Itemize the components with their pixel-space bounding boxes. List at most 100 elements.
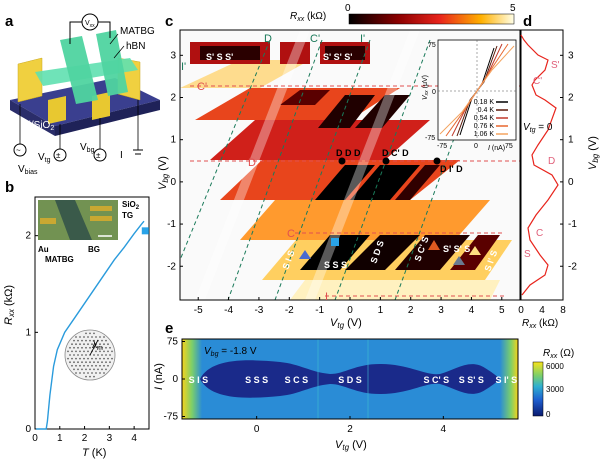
c-row-label-c: C (287, 228, 295, 240)
moire-dot (109, 346, 111, 349)
svg-text:Vtg = 0: Vtg = 0 (523, 122, 553, 134)
c-diag-label-d: D (264, 33, 272, 45)
e-cbar-unit: (Ω) (557, 348, 574, 359)
moire-dot (97, 354, 99, 356)
gold-lead (48, 96, 66, 124)
inset-ylabel-sub: xx (424, 90, 430, 97)
c-state-label: S' S' S' (323, 52, 352, 62)
moire-dot (77, 339, 79, 342)
moire-dot (71, 357, 73, 360)
e-xtick: 0 (254, 424, 260, 435)
svg-text:λm: λm (92, 340, 103, 352)
d-axes (520, 29, 564, 301)
moire-dot (95, 364, 97, 367)
b-ytick: 1 (25, 327, 31, 338)
moire-dot (103, 343, 105, 346)
panel-b-yticks: 0 1 2 (25, 231, 38, 435)
c-ytick: 0 (170, 177, 176, 188)
vxx-sub: xx (90, 23, 96, 29)
moire-dot (75, 357, 77, 360)
c-xtick: 3 (438, 305, 444, 316)
panel-letter-b: b (5, 179, 14, 196)
moire-dot (81, 354, 83, 356)
svg-text:Vbg (V): Vbg (V) (587, 136, 600, 170)
moire-dots (67, 332, 113, 378)
moire-dot (85, 368, 87, 371)
moire-dot (91, 336, 93, 338)
c-cbar-label: R (290, 11, 297, 22)
e-state-labels: S I S S S S S C S S D S S C' S S S' S S I' S (189, 375, 518, 385)
svg-text:Rxx (kΩ): Rxx (kΩ) (3, 285, 16, 325)
moire-dot (75, 336, 77, 338)
svg-text:Vxx: Vxx (85, 20, 95, 29)
e-state-label: S I S (189, 375, 209, 385)
c-ylabel: V (157, 181, 169, 190)
e-cbar-tick: 0 (546, 410, 551, 419)
matbg-inset-label: MATBG (45, 255, 74, 264)
c-ytick: -1 (167, 219, 176, 230)
sio2-sub: 2 (136, 205, 140, 211)
moire-dot (89, 375, 91, 378)
svg-text:Rxx (kΩ): Rxx (kΩ) (522, 318, 558, 330)
c-ytick: 3 (170, 50, 176, 61)
d-marker-s: S (524, 249, 531, 260)
moire-dot (83, 364, 85, 367)
e-cbar-tick: 3000 (546, 385, 564, 394)
moire-dot (85, 375, 87, 378)
moire-dot (85, 346, 87, 349)
c-row-label-d: D (248, 157, 256, 169)
c-ytick: 2 (170, 93, 176, 104)
svg-text:Vxx (μV): Vxx (μV) (422, 75, 430, 100)
b-xtick: 2 (82, 433, 88, 444)
d-ylabel-unit: (V) (587, 136, 599, 154)
moire-dot (109, 361, 111, 364)
panel-e: e Vbg = -1.8 V S I S S S S S C S S D S S C' … (153, 320, 574, 452)
d-annotation-sub: tg (530, 127, 536, 134)
moire-dot (97, 361, 99, 364)
svg-text:Vtg (V): Vtg (V) (335, 439, 367, 452)
moire-dot (91, 372, 93, 374)
moire-dot (67, 350, 69, 353)
inset-legend: 0.18 K0.4 K0.54 K0.76 K1.06 K (474, 99, 508, 138)
c-xtick: 0 (347, 305, 353, 316)
moire-dot (93, 368, 95, 371)
e-xticks: 0 2 4 (254, 416, 447, 435)
moire-dot (107, 357, 109, 360)
d-xticks: 0 4 8 (518, 305, 566, 316)
moire-dot (91, 364, 93, 367)
d-annotation: V (523, 122, 531, 133)
c-marker-dot (338, 157, 346, 165)
e-xlabel-sub: tg (342, 443, 349, 452)
panel-letter-d: d (523, 13, 532, 30)
e-ylabel-unit: (nA) (153, 363, 165, 387)
d-xlabel-sub: xx (528, 323, 537, 330)
moire-dot (83, 357, 85, 360)
e-ytick: 0 (172, 374, 178, 385)
d-ytick: 1 (568, 135, 574, 146)
c-state-label: D D D (336, 148, 361, 158)
moire-dot (77, 346, 79, 349)
moire-dot (73, 368, 75, 371)
c-cbar-min: 0 (345, 3, 351, 14)
svg-text:Vbg: Vbg (80, 142, 95, 154)
substrate-label: Si/SiO (22, 120, 51, 131)
vxx-label: V (85, 20, 90, 27)
c-xtick: -5 (194, 305, 203, 316)
moire-dot (75, 372, 77, 374)
c-diag-label-cprime: C' (310, 33, 320, 45)
b-ytick: 2 (25, 231, 31, 242)
e-cbar-sub: xx (549, 353, 558, 360)
inset-legend-label: 0.4 K (478, 107, 495, 114)
c-xtick: -2 (285, 305, 294, 316)
inset-legend-label: 0.76 K (474, 123, 495, 130)
moire-dot (89, 346, 91, 349)
moire-dot (101, 354, 103, 356)
vbg-label: V (80, 142, 87, 153)
moire-dot (85, 332, 87, 335)
inset-xlabel: I (488, 145, 490, 152)
current-label: I (120, 150, 123, 161)
moire-dot (99, 364, 101, 367)
e-ytick: -75 (164, 412, 179, 423)
e-cbar-label: R (543, 348, 550, 359)
c-iv-inset: Vxx (μV) 75 0 -75 -75 0 75 I (nA) 0.18 K… (422, 39, 517, 152)
